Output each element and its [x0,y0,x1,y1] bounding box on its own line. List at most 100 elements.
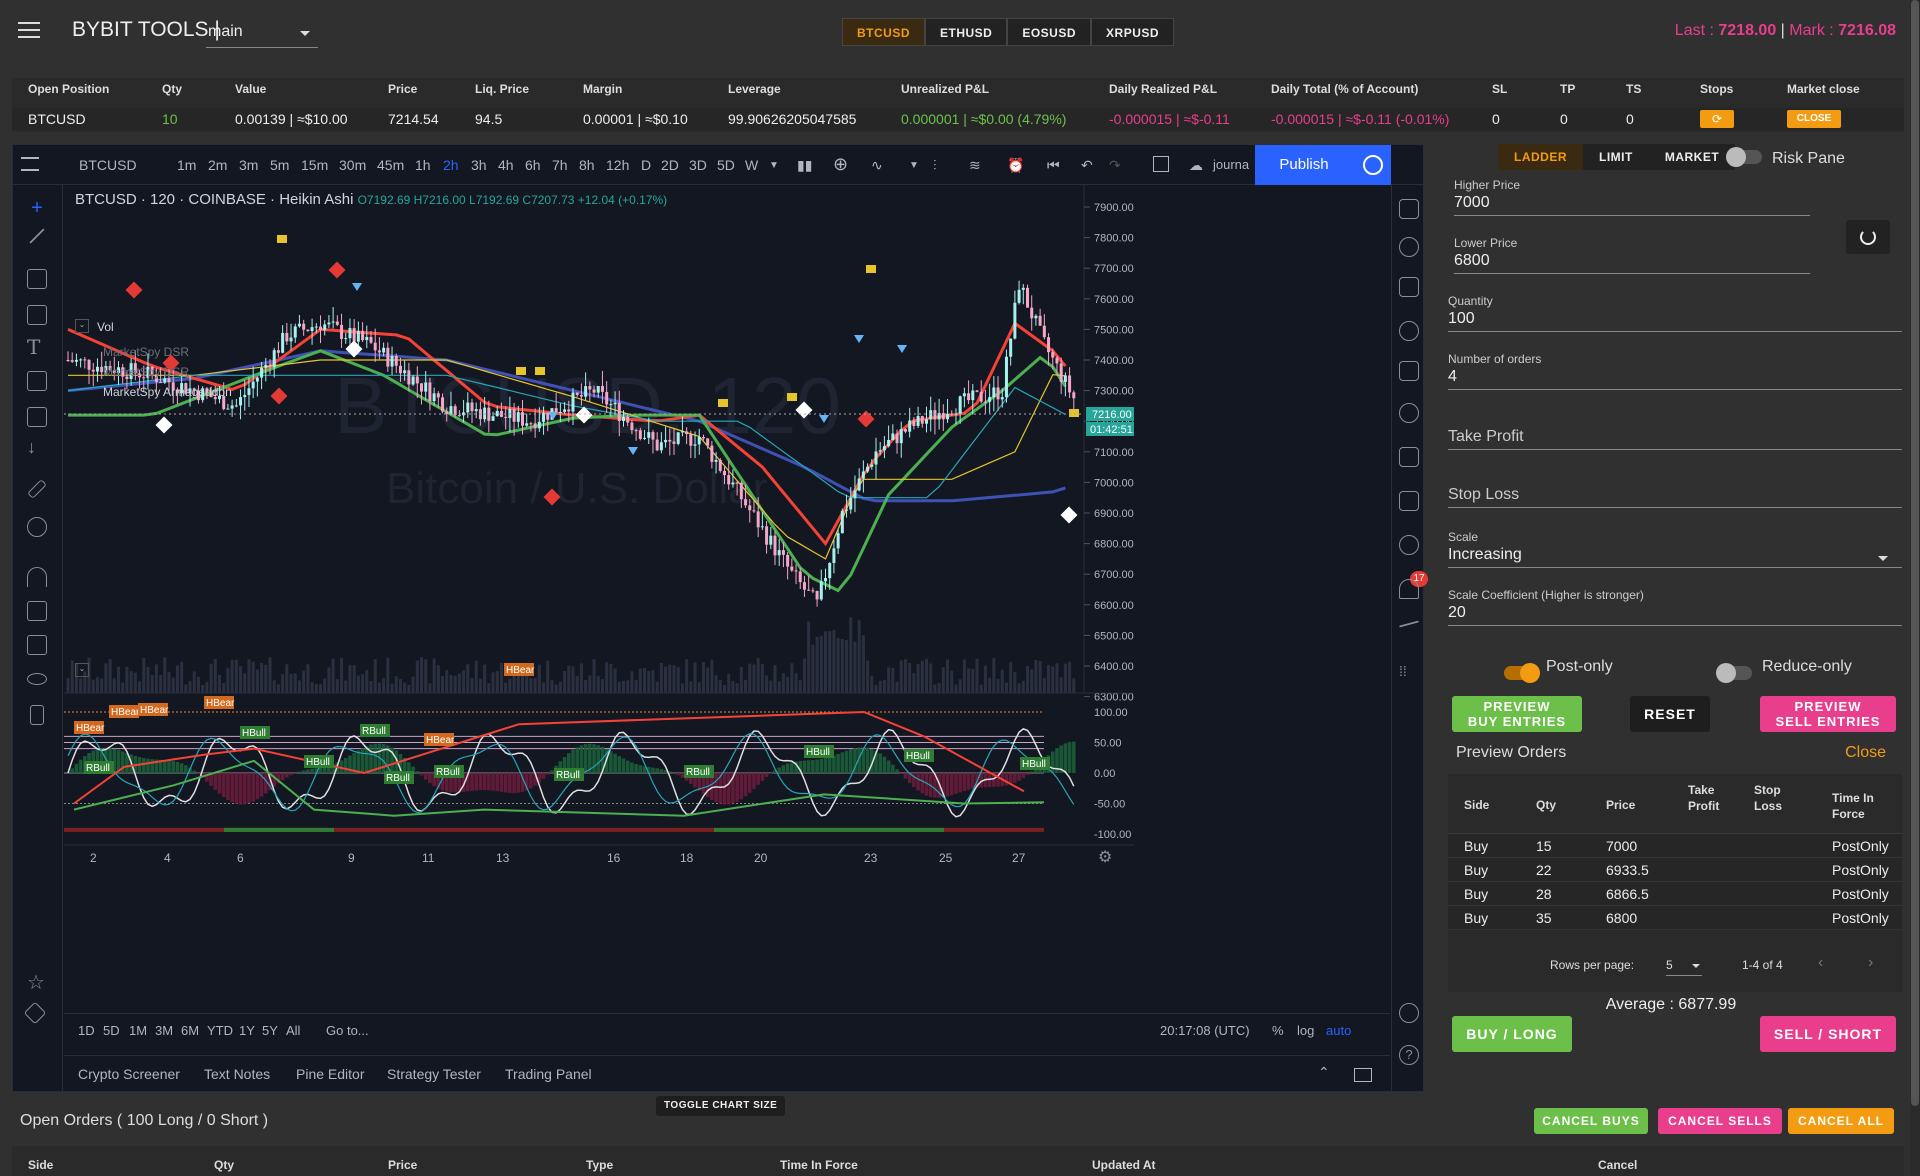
stop-loss-input[interactable]: Stop Loss [1448,480,1902,508]
tf-5d[interactable]: 5D [717,157,735,173]
collapse-chevron-icon[interactable]: ⌄ [75,319,89,333]
chevron-up-icon[interactable]: ⌃ [1318,1064,1330,1080]
tf-1h[interactable]: 1h [415,157,431,173]
preview-sell-button[interactable]: PREVIEW SELL ENTRIES [1760,696,1896,732]
goto-button[interactable]: Go to... [326,1023,369,1038]
pattern-icon[interactable] [27,371,47,391]
range-1m[interactable]: 1M [129,1023,148,1038]
tf-8h[interactable]: 8h [579,157,595,173]
play-icon[interactable] [1353,145,1391,185]
market-close-button[interactable]: CLOSE [1787,110,1841,128]
symbol-tab-ethusd[interactable]: ETHUSD [925,18,1008,46]
text-tool-icon[interactable]: T [27,335,41,359]
tf-d[interactable]: D [641,157,652,173]
undo-icon[interactable]: ↶ [1081,157,1093,173]
hotlist-icon[interactable] [1399,321,1419,341]
publish-button[interactable]: Publish [1255,145,1353,185]
help-icon[interactable]: ? [1399,1045,1419,1065]
reset-button[interactable]: RESET [1630,696,1710,732]
crosshair-icon[interactable]: + [31,197,43,219]
ideas-bulb-icon[interactable] [1399,403,1419,423]
trend-icon[interactable] [1399,620,1419,628]
mode-market[interactable]: MARKET [1648,144,1736,170]
settings-gear-icon[interactable]: ⚙ [1098,847,1112,866]
trend-line-icon[interactable] [29,228,45,244]
higher-price-input[interactable]: 7000 [1454,188,1810,216]
range-ytd[interactable]: YTD [207,1023,233,1038]
prediction-icon[interactable] [27,407,47,427]
arrow-down-icon[interactable]: ↓ [27,437,36,457]
collapse-chevron-icon[interactable]: ⌄ [75,663,89,677]
cloud-icon[interactable]: ☁ [1189,157,1203,173]
price-chart-canvas[interactable]: BTCUSD, 120 Bitcoin / U.S. Dollar 7900.0… [64,185,1390,1013]
range-all[interactable]: All [286,1023,301,1038]
prev-page-icon[interactable]: ‹ [1818,954,1824,971]
zoom-in-icon[interactable] [27,517,47,537]
preview-close-link[interactable]: Close [1845,744,1886,761]
scrollbar-thumb[interactable] [1911,0,1919,1106]
range-3m[interactable]: 3M [155,1023,174,1038]
tf-3d[interactable]: 3D [689,157,707,173]
log-scale-toggle[interactable]: log [1297,1023,1315,1038]
tf-3m[interactable]: 3m [239,157,259,173]
cancel-buys-button[interactable]: CANCEL BUYS [1534,1108,1648,1134]
percent-scale-toggle[interactable]: % [1272,1023,1284,1038]
journal-label[interactable]: journa [1213,157,1250,172]
sell-short-button[interactable]: SELL / SHORT [1760,1016,1896,1052]
account-select[interactable]: main [206,20,318,48]
cancel-sells-button[interactable]: CANCEL SELLS [1658,1108,1782,1134]
fullscreen-icon[interactable] [1153,156,1169,172]
chart-type-icon[interactable]: ▮▮ [797,157,813,173]
tf-6h[interactable]: 6h [525,157,541,173]
next-page-icon[interactable]: › [1868,954,1874,971]
dom-icon[interactable]: ⁞⁞ [1399,663,1407,679]
tab-crypto-screener[interactable]: Crypto Screener [78,1066,180,1082]
tf-7h[interactable]: 7h [552,157,568,173]
replay-icon[interactable]: ⏮ [1047,157,1060,173]
chart-symbol[interactable]: BTCUSD [79,157,137,173]
risk-pane-toggle[interactable] [1726,147,1762,167]
cancel-all-button[interactable]: CANCEL ALL [1788,1108,1894,1134]
tab-pine-editor[interactable]: Pine Editor [296,1066,365,1082]
redo-icon[interactable]: ↷ [1109,157,1121,173]
tf-2d[interactable]: 2D [661,157,679,173]
compare-icon[interactable]: ∿ [871,157,883,173]
chevron-down-icon[interactable]: ▼ [769,160,779,171]
watchlist-icon[interactable] [1399,199,1419,219]
messages-icon[interactable] [1399,491,1419,511]
chart-menu-icon[interactable] [21,157,39,171]
chevron-down-icon[interactable]: ▼ [909,160,919,171]
symbol-tab-xrpusd[interactable]: XRPUSD [1091,18,1175,46]
tf-12h[interactable]: 12h [606,157,630,173]
lower-price-input[interactable]: 6800 [1454,246,1810,274]
scale-select[interactable]: Increasing [1448,540,1902,568]
preview-buy-button[interactable]: PREVIEW BUY ENTRIES [1452,696,1582,732]
bell-icon[interactable] [1399,579,1419,599]
tab-strategy-tester[interactable]: Strategy Tester [387,1066,481,1082]
financials-icon[interactable]: ≋ [969,157,981,173]
scale-coef-input[interactable]: 20 [1448,598,1902,626]
range-5d[interactable]: 5D [103,1023,120,1038]
tf-45m[interactable]: 45m [377,157,405,173]
post-only-toggle[interactable] [1504,663,1540,683]
range-1y[interactable]: 1Y [239,1023,255,1038]
alarm-clock-icon[interactable] [1399,237,1419,257]
range-5y[interactable]: 5Y [262,1023,278,1038]
lock-icon[interactable] [27,635,47,655]
page-scrollbar[interactable] [1910,0,1920,1176]
tf-15m[interactable]: 15m [301,157,329,173]
orders-count-input[interactable]: 4 [1448,362,1902,390]
swap-prices-button[interactable] [1846,220,1890,254]
tf-3h[interactable]: 3h [471,157,487,173]
mode-limit[interactable]: LIMIT [1583,144,1649,170]
tf-1m[interactable]: 1m [177,157,197,173]
trash-icon[interactable] [30,705,44,725]
symbol-tab-btcusd[interactable]: BTCUSD [842,18,925,46]
buy-long-button[interactable]: BUY / LONG [1452,1016,1572,1052]
brush-icon[interactable] [27,305,47,325]
take-profit-input[interactable]: Take Profit [1448,422,1902,450]
magnet-icon[interactable] [27,567,47,587]
quantity-input[interactable]: 100 [1448,304,1902,332]
ruler-icon[interactable] [27,479,47,499]
tf-2m[interactable]: 2m [208,157,228,173]
